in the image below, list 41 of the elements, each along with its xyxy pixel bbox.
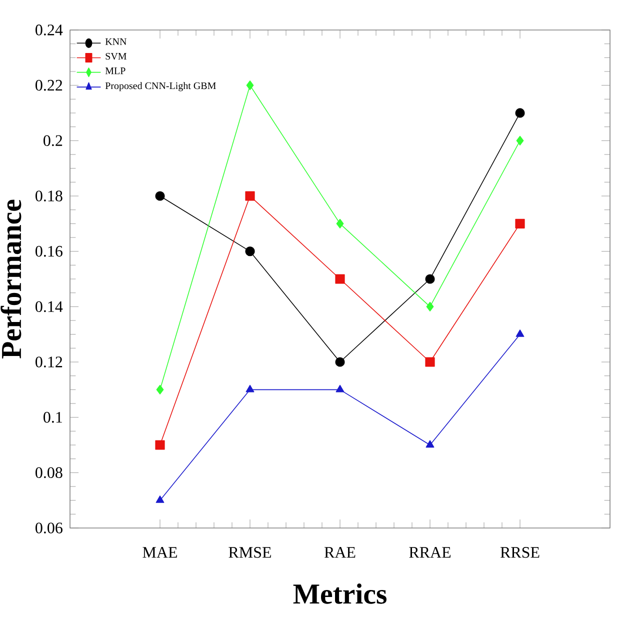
point xyxy=(245,191,255,201)
legend-label: MLP xyxy=(105,68,126,74)
point xyxy=(426,440,434,448)
legend-label: KNN xyxy=(105,38,127,45)
y-tick-label: 0.22 xyxy=(36,80,62,91)
point xyxy=(246,384,254,392)
y-tick-label: 0.08 xyxy=(36,467,62,478)
y-tick-label: 0.12 xyxy=(36,356,62,368)
point xyxy=(515,108,525,118)
y-tick-label: 0.24 xyxy=(36,24,63,36)
point xyxy=(156,496,164,503)
point xyxy=(336,384,344,392)
legend-label: Proposed CNN-Light GBM xyxy=(105,82,216,92)
point xyxy=(156,384,164,394)
y-tick-label: 0.06 xyxy=(36,522,62,534)
point xyxy=(245,246,255,256)
y-tick-label: 0.1 xyxy=(44,412,62,423)
x-tick-label: RRSE xyxy=(500,547,540,558)
point xyxy=(246,80,254,90)
point xyxy=(335,357,345,367)
point xyxy=(516,330,524,337)
point xyxy=(516,136,524,146)
point xyxy=(155,440,165,450)
point xyxy=(426,302,434,312)
x-tick-label: RMSE xyxy=(228,547,271,558)
y-tick-label: 0.14 xyxy=(36,301,63,312)
point xyxy=(515,218,525,228)
point xyxy=(425,357,435,367)
legend-label: SVM xyxy=(106,52,126,60)
x-axis-title: Metrics xyxy=(293,584,386,604)
y-axis-title: Performance xyxy=(0,200,22,358)
point xyxy=(336,218,344,228)
x-tick-label: RAE xyxy=(324,547,356,558)
point xyxy=(335,274,345,284)
y-tick-label: 0.18 xyxy=(36,190,62,202)
y-tick-label: 0.2 xyxy=(44,135,62,146)
x-tick-label: MAE xyxy=(142,547,177,558)
point xyxy=(425,274,435,284)
y-tick-label: 0.16 xyxy=(36,246,62,257)
x-tick-label: RRAE xyxy=(409,547,451,558)
point xyxy=(155,191,165,201)
